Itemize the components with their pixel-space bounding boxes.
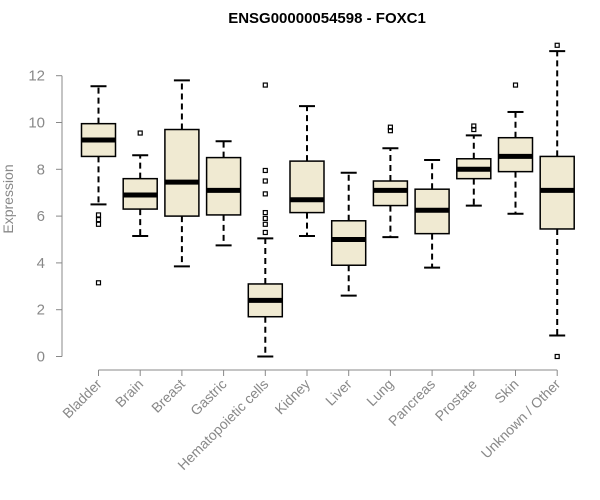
x-tick-label: Unknown / Other bbox=[478, 376, 564, 462]
outlier-point bbox=[554, 42, 560, 48]
outlier-point bbox=[137, 130, 143, 136]
outlier-point bbox=[387, 128, 393, 134]
outlier-point bbox=[262, 191, 268, 197]
chart-title: ENSG00000054598 - FOXC1 bbox=[228, 10, 426, 27]
box-group-hematopoietic-cells bbox=[247, 82, 284, 358]
box-group-liver bbox=[330, 171, 367, 297]
x-tick-label: Kidney bbox=[272, 376, 314, 418]
box-group-bladder bbox=[80, 85, 117, 286]
box-iqr bbox=[289, 160, 325, 214]
x-tick-label: Prostate bbox=[432, 376, 480, 424]
y-tick-label: 12 bbox=[28, 68, 45, 85]
outlier-point bbox=[262, 167, 268, 174]
x-tick-label: Skin bbox=[491, 376, 522, 407]
y-tick-label: 4 bbox=[37, 255, 45, 272]
y-tick-label: 6 bbox=[37, 208, 45, 225]
outlier-point bbox=[262, 178, 268, 184]
outlier-point bbox=[471, 126, 477, 133]
outlier-point bbox=[95, 212, 102, 218]
box-group-lung bbox=[372, 124, 409, 239]
box-group-pancreas bbox=[414, 158, 450, 269]
box-group-unknown-other bbox=[539, 42, 575, 360]
x-tick-label: Breast bbox=[148, 376, 188, 416]
x-tick-label: Liver bbox=[322, 376, 355, 409]
y-tick-label: 0 bbox=[37, 349, 45, 366]
box-iqr bbox=[205, 156, 242, 216]
box-group-breast bbox=[164, 79, 200, 268]
outlier-point bbox=[512, 82, 519, 88]
outlier-point bbox=[262, 229, 268, 236]
outlier-point bbox=[262, 209, 268, 216]
outlier-point bbox=[262, 221, 268, 227]
outlier-point bbox=[554, 353, 560, 360]
outlier-point bbox=[95, 217, 102, 223]
y-tick-label: 2 bbox=[37, 302, 45, 319]
outlier-point bbox=[95, 221, 102, 227]
y-tick-label: 10 bbox=[28, 115, 45, 132]
x-tick-label: Lung bbox=[363, 376, 396, 409]
box-group-prostate bbox=[456, 123, 492, 207]
box-group-kidney bbox=[289, 105, 325, 237]
box-group-brain bbox=[122, 130, 158, 237]
outlier-point bbox=[95, 280, 102, 286]
box-group-skin bbox=[497, 82, 534, 215]
box-iqr bbox=[372, 180, 409, 207]
y-tick-label: 8 bbox=[37, 161, 45, 178]
y-axis-label: Expression bbox=[0, 164, 16, 233]
x-tick-label: Brain bbox=[112, 376, 146, 410]
box-group-gastric bbox=[205, 140, 242, 247]
box-iqr bbox=[330, 220, 367, 266]
x-tick-label: Bladder bbox=[59, 376, 105, 422]
boxes bbox=[80, 42, 575, 360]
outlier-point bbox=[262, 215, 268, 222]
outlier-point bbox=[262, 82, 268, 88]
box-iqr bbox=[164, 128, 200, 217]
